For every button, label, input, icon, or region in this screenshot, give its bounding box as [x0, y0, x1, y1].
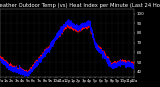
- Text: Milwaukee Weather Outdoor Temp (vs) Heat Index per Minute (Last 24 Hours): Milwaukee Weather Outdoor Temp (vs) Heat…: [0, 3, 160, 8]
